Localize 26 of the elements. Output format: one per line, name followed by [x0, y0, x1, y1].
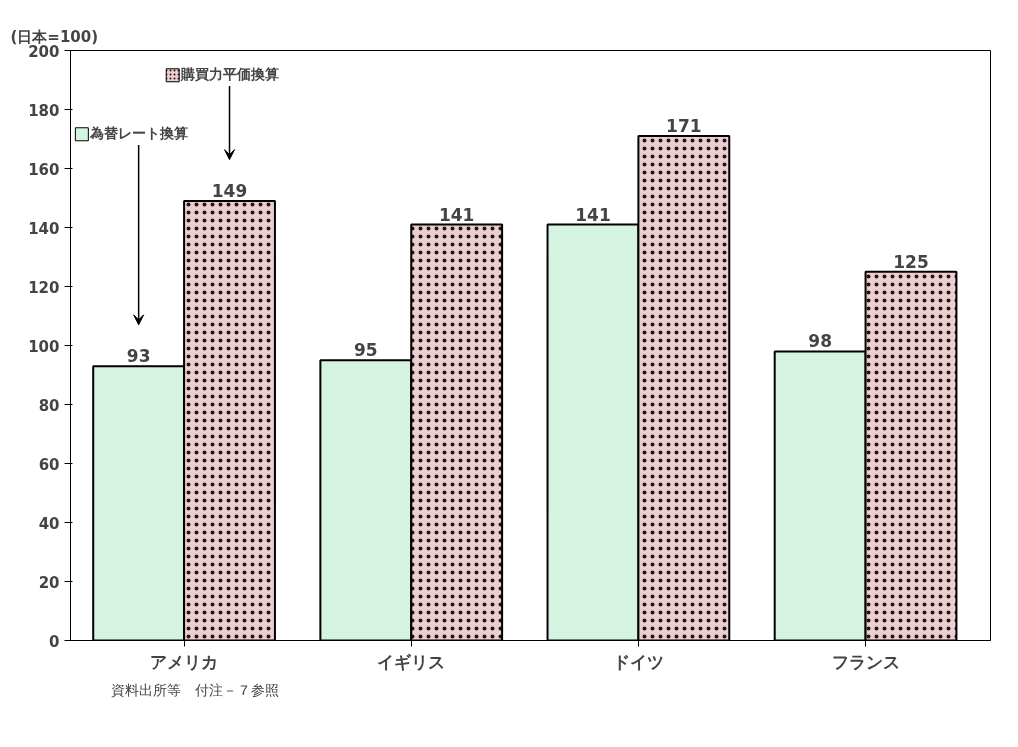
y-tick-label: 80 — [38, 396, 60, 415]
text: 資料出所等 付注－７参照 — [110, 681, 279, 698]
data-label: 141 — [575, 204, 611, 225]
data-label: 125 — [893, 251, 929, 272]
x-tick-label: アメリカ — [150, 651, 219, 672]
y-tick-label: 180 — [28, 101, 60, 120]
y-tick-label: 100 — [28, 337, 60, 356]
data-label: 95 — [353, 340, 378, 361]
data-label: 93 — [126, 346, 151, 367]
x-tick-label: フランス — [831, 651, 900, 672]
data-label: 149 — [211, 180, 248, 201]
y-tick-label: 40 — [38, 514, 60, 533]
y-tick-label: 60 — [38, 455, 60, 474]
y-axis-title: (日本=100) — [10, 27, 99, 46]
data-label: 141 — [438, 204, 475, 225]
x-tick-label: イギリス — [377, 651, 446, 672]
y-tick-label: 20 — [38, 573, 60, 592]
legend-label: 購買力平価換算 — [179, 65, 279, 82]
y-tick-label: 160 — [28, 160, 60, 179]
legend-label: 為替レート換算 — [88, 124, 188, 141]
y-tick-label: 140 — [28, 219, 60, 238]
y-tick-label: 0 — [49, 632, 60, 651]
data-label: 171 — [666, 116, 702, 137]
data-label: 98 — [808, 331, 832, 352]
x-tick-label: ドイツ — [612, 651, 664, 672]
y-tick-label: 120 — [28, 278, 60, 297]
